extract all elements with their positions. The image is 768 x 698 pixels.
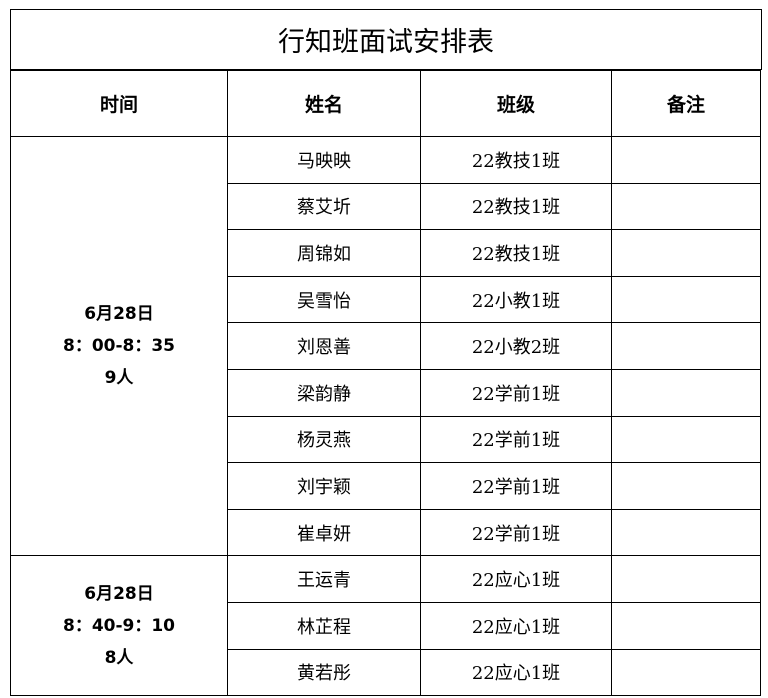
table-row: 刘恩善 22小教2班 [11,322,761,370]
time-slot-line: 8：00-8：35 [62,336,176,357]
name-cell: 梁韵静 [227,368,421,417]
table-row: 杨灵燕 22学前1班 [11,415,761,464]
name-cell: 崔卓妍 [227,508,421,557]
table-row: 6月28日 8：40-9：10 8人 王运青 22应心1班 [10,555,761,697]
table-row: 黄若彤 22应心1班 [11,648,761,697]
table-row: 梁韵静 22学前1班 [11,368,761,417]
note-cell [611,275,761,324]
class-cell: 22应心1班 [420,648,612,697]
time-slot-line: 9人 [104,368,134,389]
class-cell: 22应心1班 [420,555,612,603]
name-cell: 吴雪怡 [227,275,421,324]
note-cell [611,462,761,510]
note-cell [611,136,761,184]
table-row: 周锦如 22教技1班 [11,229,761,277]
header-time: 时间 [10,70,228,137]
header-row: 时间 姓名 班级 备注 [10,70,761,137]
name-cell: 刘宇颖 [227,462,421,510]
note-cell [611,415,761,464]
name-cell: 王运青 [227,555,421,603]
note-cell [611,601,761,650]
note-cell [611,322,761,370]
time-slot-line: 8人 [104,647,134,668]
class-cell: 22学前1班 [420,462,612,510]
note-cell [611,648,761,697]
header-class: 班级 [420,70,612,137]
schedule-table: 时间 姓名 班级 备注 6月28日 8：00-8：35 9人 马映映 22教技1班 蔡艾圻… [10,70,761,697]
time-slot-line: 6月28日 [84,583,154,604]
table-row: 吴雪怡 22小教1班 [11,275,761,324]
class-cell: 22教技1班 [420,229,612,277]
time-slot-cell: 6月28日 8：40-9：10 8人 [10,555,228,697]
class-cell: 22学前1班 [420,368,612,417]
note-cell [611,229,761,277]
table-row: 6月28日 8：00-8：35 9人 马映映 22教技1班 [10,135,761,557]
class-cell: 22应心1班 [420,601,612,650]
time-slot-line: 8：40-9：10 [62,615,176,636]
name-cell: 黄若彤 [227,648,421,697]
note-cell [611,182,761,231]
time-slot-line: 6月28日 [84,304,154,325]
class-cell: 22教技1班 [420,136,612,184]
header-name: 姓名 [227,70,421,137]
table-row: 崔卓妍 22学前1班 [11,508,761,557]
name-cell: 刘恩善 [227,322,421,370]
name-cell: 杨灵燕 [227,415,421,464]
document-title: 行知班面试安排表 [10,9,762,70]
table-row: 蔡艾圻 22教技1班 [11,182,761,231]
class-cell: 22小教2班 [420,322,612,370]
note-cell [611,508,761,557]
name-cell: 蔡艾圻 [227,182,421,231]
table-row: 刘宇颖 22学前1班 [11,462,761,510]
time-slot-cell: 6月28日 8：00-8：35 9人 [10,135,228,557]
note-cell [611,368,761,417]
class-cell: 22学前1班 [420,508,612,557]
name-cell: 马映映 [227,136,421,184]
name-cell: 林芷程 [227,601,421,650]
class-cell: 22教技1班 [420,182,612,231]
note-cell [611,555,761,603]
header-note: 备注 [611,70,761,137]
class-cell: 22学前1班 [420,415,612,464]
class-cell: 22小教1班 [420,275,612,324]
name-cell: 周锦如 [227,229,421,277]
